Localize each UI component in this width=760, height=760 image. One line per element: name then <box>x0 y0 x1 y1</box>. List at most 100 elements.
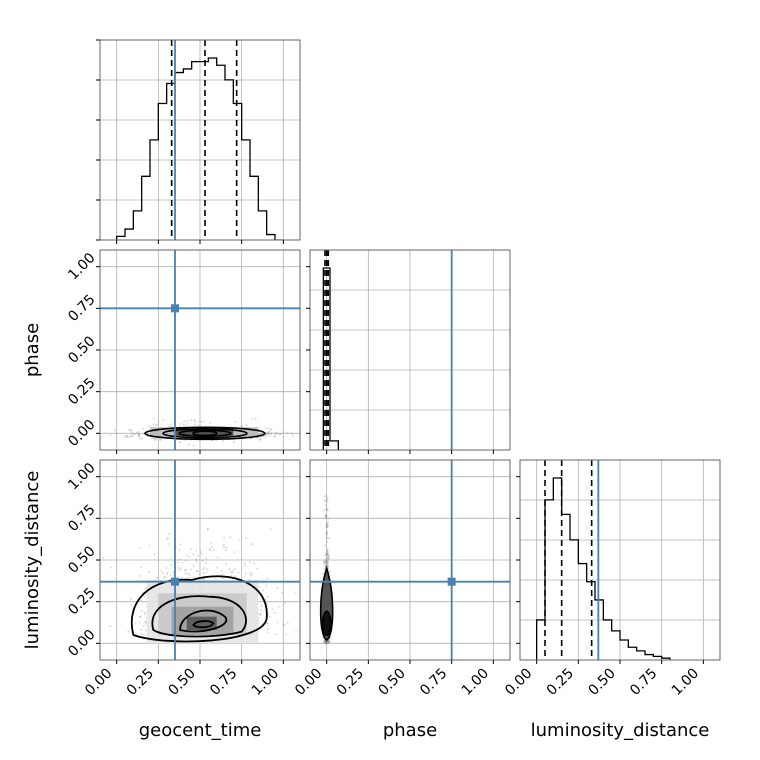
sample-point <box>326 553 329 556</box>
sample-point <box>326 524 329 527</box>
sample-point <box>122 435 125 438</box>
sample-point <box>179 543 182 546</box>
sample-point <box>114 429 117 432</box>
sample-point <box>323 568 326 571</box>
sample-point <box>326 548 329 551</box>
sample-point <box>325 640 328 643</box>
y-axis-label-phase: phase <box>22 323 43 377</box>
contour <box>192 620 215 629</box>
sample-point <box>139 546 142 549</box>
sample-point <box>269 428 272 431</box>
sample-point <box>326 548 329 551</box>
sample-point <box>186 572 189 575</box>
sample-point <box>325 523 328 526</box>
sample-point <box>327 557 330 560</box>
sample-point <box>178 558 181 561</box>
sample-point <box>138 435 141 438</box>
sample-point <box>326 561 329 564</box>
sample-point <box>203 578 206 581</box>
sample-point <box>326 523 329 526</box>
sample-point <box>143 595 146 598</box>
sample-point <box>324 641 327 644</box>
sample-point <box>115 431 118 434</box>
sample-point <box>274 433 277 436</box>
sample-point <box>170 423 173 426</box>
sample-point <box>325 525 328 528</box>
sample-point <box>140 566 143 569</box>
sample-point <box>324 561 327 564</box>
sample-point <box>222 546 225 549</box>
sample-point <box>154 439 157 442</box>
sample-point <box>195 558 198 561</box>
sample-point <box>323 642 326 645</box>
x-tick-label: 1.00 <box>459 666 492 699</box>
sample-point <box>143 633 146 636</box>
contour <box>192 430 218 437</box>
sample-point <box>266 631 269 634</box>
sample-point <box>141 591 144 594</box>
sample-point <box>198 573 201 576</box>
sample-point <box>222 543 225 546</box>
sample-point <box>195 549 198 552</box>
sample-point <box>156 423 159 426</box>
sample-point <box>324 513 327 516</box>
sample-point <box>196 424 199 427</box>
sample-point <box>326 550 329 553</box>
sample-point <box>164 567 167 570</box>
sample-point <box>327 557 330 560</box>
sample-point <box>328 554 331 557</box>
geocent_time-vs-luminosity_distance-plot-area <box>100 460 300 660</box>
sample-point <box>139 574 142 577</box>
sample-point <box>130 431 133 434</box>
histogram-luminosity_distance <box>536 477 671 660</box>
x-axis-label-luminosity-distance: luminosity_distance <box>531 720 710 741</box>
sample-point <box>253 562 256 565</box>
sample-point <box>268 615 271 618</box>
sample-point <box>203 567 206 570</box>
sample-point <box>283 624 286 627</box>
sample-point <box>249 574 252 577</box>
sample-point <box>129 435 132 438</box>
sample-point <box>135 633 138 636</box>
sample-point <box>210 541 213 544</box>
sample-point <box>326 531 329 534</box>
y-tick-label: 1.00 <box>65 250 98 283</box>
panel-geocent-time-histogram <box>96 39 301 244</box>
sample-point <box>243 561 246 564</box>
x-tick-label: 0.25 <box>544 666 577 699</box>
sample-point <box>184 559 187 562</box>
phase-plot-area <box>310 250 510 450</box>
sample-point <box>129 598 132 601</box>
sample-point <box>143 621 146 624</box>
sample-point <box>179 440 182 443</box>
sample-point <box>325 550 328 553</box>
sample-point <box>199 551 202 554</box>
sample-point <box>324 564 327 567</box>
sample-point <box>327 642 330 645</box>
sample-point <box>232 569 235 572</box>
sample-point <box>324 641 327 644</box>
density-block <box>175 428 234 437</box>
sample-point <box>273 611 276 614</box>
sample-point <box>216 556 219 559</box>
sample-point <box>233 575 236 578</box>
sample-point <box>324 559 327 562</box>
sample-point <box>125 434 128 437</box>
sample-point <box>324 532 327 535</box>
sample-point <box>251 542 254 545</box>
histogram-phase <box>322 267 339 450</box>
x-tick-label: 0.00 <box>502 666 535 699</box>
sample-point <box>170 556 173 559</box>
sample-point <box>326 508 329 511</box>
sample-point <box>182 423 185 426</box>
x-tick-label: 0.50 <box>165 666 198 699</box>
sample-point <box>208 548 211 551</box>
sample-point <box>328 640 331 643</box>
sample-point <box>325 495 328 498</box>
sample-point <box>281 591 284 594</box>
sample-point <box>184 572 187 575</box>
sample-point <box>134 432 137 435</box>
sample-point <box>155 437 158 440</box>
sample-point <box>325 642 328 645</box>
sample-point <box>325 561 328 564</box>
